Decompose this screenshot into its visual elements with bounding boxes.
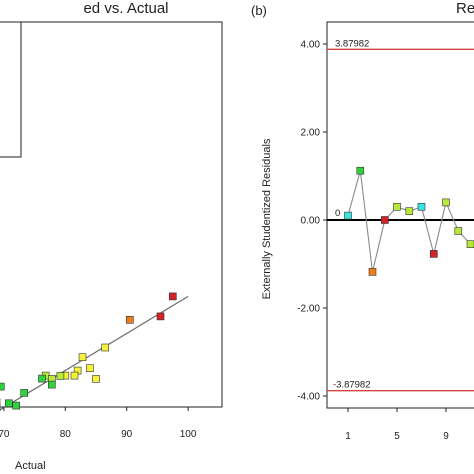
residual-point xyxy=(417,203,426,211)
x-tick-label: 9 xyxy=(443,431,449,442)
data-point xyxy=(70,371,79,380)
panel-a-legend-box xyxy=(0,21,22,158)
data-point xyxy=(126,315,134,324)
panel-b-y-ticks: 4.00 2.00 0.00 -2.00 -4.00 xyxy=(297,40,327,403)
y-tick-label: 0.00 xyxy=(301,216,321,227)
data-point xyxy=(38,374,46,383)
panel-b-y-axis-label: Externally Studentized Residuals xyxy=(261,138,273,299)
residual-line xyxy=(347,170,471,273)
data-point xyxy=(0,382,5,391)
x-tick-label: 90 xyxy=(121,429,133,440)
residual-point xyxy=(405,207,414,215)
panel-a-points xyxy=(0,292,177,412)
residual-point xyxy=(454,227,463,235)
panel-b-plot-frame xyxy=(326,21,474,409)
residual-series xyxy=(344,166,474,276)
residual-point xyxy=(368,268,377,276)
data-point xyxy=(47,380,56,389)
y-tick-label: -2.00 xyxy=(297,304,320,315)
x-tick-label: 1 xyxy=(345,431,351,442)
data-point xyxy=(56,372,65,380)
data-point xyxy=(156,312,165,321)
data-point xyxy=(169,292,177,301)
x-tick-label: 5 xyxy=(394,431,400,442)
residual-point xyxy=(442,198,450,207)
panel-b-x-ticks: 1 5 9 xyxy=(345,408,449,442)
y-tick-label: 2.00 xyxy=(301,128,321,139)
residual-point xyxy=(356,166,365,175)
residual-point xyxy=(344,211,352,220)
y-tick-label: 4.00 xyxy=(301,40,321,51)
panel-a-plot-frame xyxy=(0,21,223,408)
x-tick-label: 100 xyxy=(180,429,197,440)
data-point xyxy=(78,353,87,362)
data-point xyxy=(20,389,29,397)
x-tick-label: 80 xyxy=(60,429,72,440)
panel-b-label: (b) xyxy=(251,3,267,18)
upper-limit-label: 3.87982 xyxy=(335,38,369,49)
panel-a: ed vs. Actual 70 80 90 100 Actual xyxy=(0,0,223,472)
data-point xyxy=(86,364,94,373)
residual-point xyxy=(380,216,389,224)
residual-point xyxy=(466,240,474,248)
panel-a-title: ed vs. Actual xyxy=(83,0,168,17)
data-point xyxy=(12,401,20,410)
data-point xyxy=(101,343,109,352)
lower-limit-label: -3.87982 xyxy=(333,380,371,391)
panel-b-title: Re xyxy=(456,0,474,17)
panel-a-x-ticks: 70 80 90 100 xyxy=(0,407,197,440)
zero-label: 0 xyxy=(335,208,340,219)
y-tick-label: -4.00 xyxy=(297,392,320,403)
x-tick-label: 70 xyxy=(0,429,10,440)
panel-a-x-axis-label: Actual xyxy=(15,460,46,472)
data-point xyxy=(92,375,100,383)
data-point xyxy=(5,399,13,408)
residual-point xyxy=(429,250,438,258)
panel-b: (b) Re 3.87982 -3.87982 0 4.00 2.00 0.00 -2… xyxy=(251,0,474,442)
residual-point xyxy=(393,203,401,211)
